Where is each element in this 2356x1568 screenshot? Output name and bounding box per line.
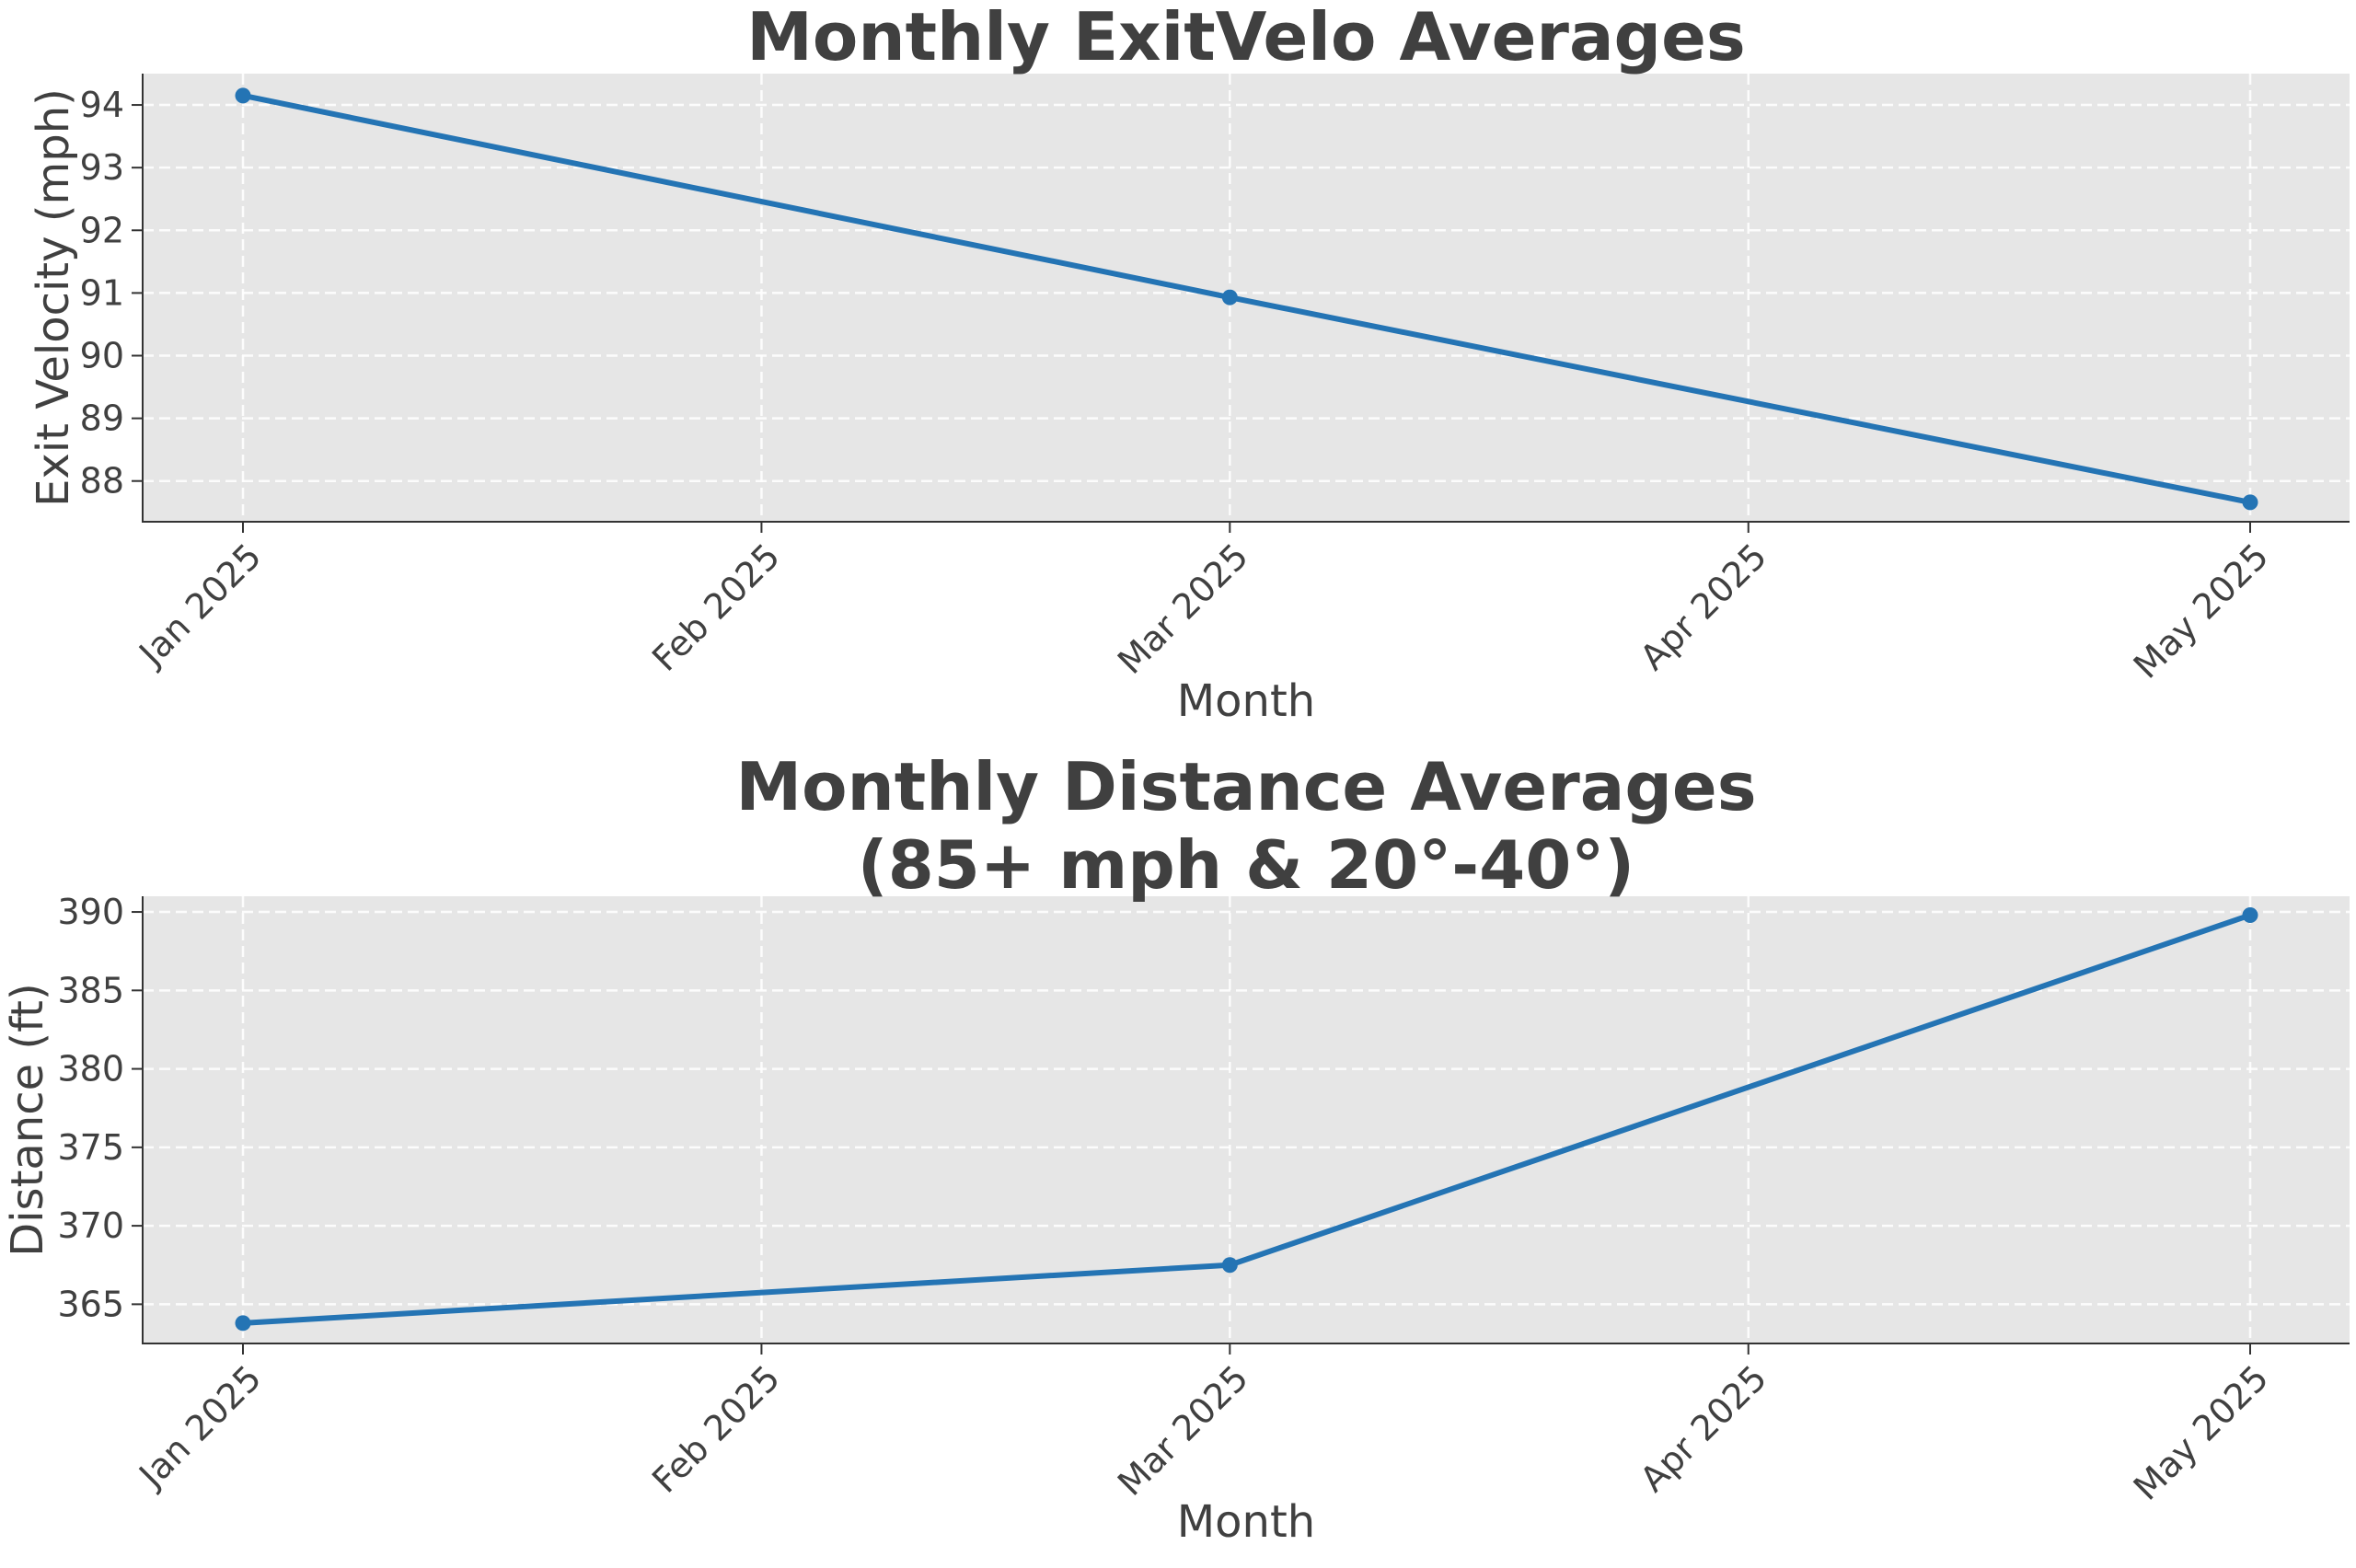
- y-tick-label: 88: [80, 461, 124, 502]
- y-tick-label: 94: [80, 85, 124, 125]
- data-point: [235, 1315, 251, 1332]
- x-tick-label: May 2025: [2126, 536, 2277, 686]
- x-axis-label: Month: [1177, 1496, 1315, 1548]
- x-axis-label: Month: [1177, 675, 1315, 727]
- axes-spine: [142, 896, 2350, 1344]
- y-tick-label: 91: [80, 272, 124, 313]
- y-tick-label: 380: [57, 1049, 124, 1090]
- distance-chart: 365 370 375 380 385 390 Jan 2025 Feb 2025 Mar 20…: [2, 748, 2350, 1548]
- x-tick-label: Apr 2025: [1633, 1357, 1775, 1500]
- data-point: [1221, 1257, 1238, 1274]
- data-point: [2242, 494, 2258, 511]
- y-tick-label: 92: [80, 210, 124, 250]
- x-tick-label: Apr 2025: [1633, 536, 1775, 678]
- y-tick-label: 89: [80, 398, 124, 439]
- y-axis-label: Exit Velocity (mph): [28, 88, 79, 507]
- x-tick-label: Feb 2025: [644, 536, 788, 679]
- y-tick-label: 370: [57, 1205, 124, 1246]
- x-tick-label: Mar 2025: [1110, 1357, 1256, 1504]
- chart-title: Monthly ExitVelo Averages: [746, 0, 1746, 75]
- x-tick-label: Jan 2025: [130, 536, 269, 674]
- exit-velocity-chart: 88 89 90 91 92 93 94 Jan 2025 Feb 2025 Mar 2025 Ap…: [28, 0, 2350, 727]
- chart-title: Monthly Distance Averages (85+ mph & 20°-…: [735, 748, 1756, 904]
- y-tick-label: 365: [57, 1284, 124, 1324]
- x-tick-label: Feb 2025: [644, 1357, 788, 1501]
- y-tick-label: 90: [80, 336, 124, 376]
- y-tick-label: 390: [57, 892, 124, 932]
- y-tick-label: 385: [57, 970, 124, 1010]
- data-point: [1221, 289, 1238, 306]
- y-axis-label: Distance (ft): [2, 983, 53, 1256]
- x-tick-label: Mar 2025: [1110, 536, 1256, 682]
- y-tick-label: 375: [57, 1127, 124, 1168]
- x-tick-label: May 2025: [2126, 1357, 2277, 1508]
- plot-area: [143, 896, 2350, 1343]
- data-point: [2242, 906, 2258, 923]
- y-tick-label: 93: [80, 147, 124, 188]
- x-tick-label: Jan 2025: [130, 1357, 269, 1496]
- axes-spine: [142, 74, 2350, 523]
- data-point: [235, 87, 251, 104]
